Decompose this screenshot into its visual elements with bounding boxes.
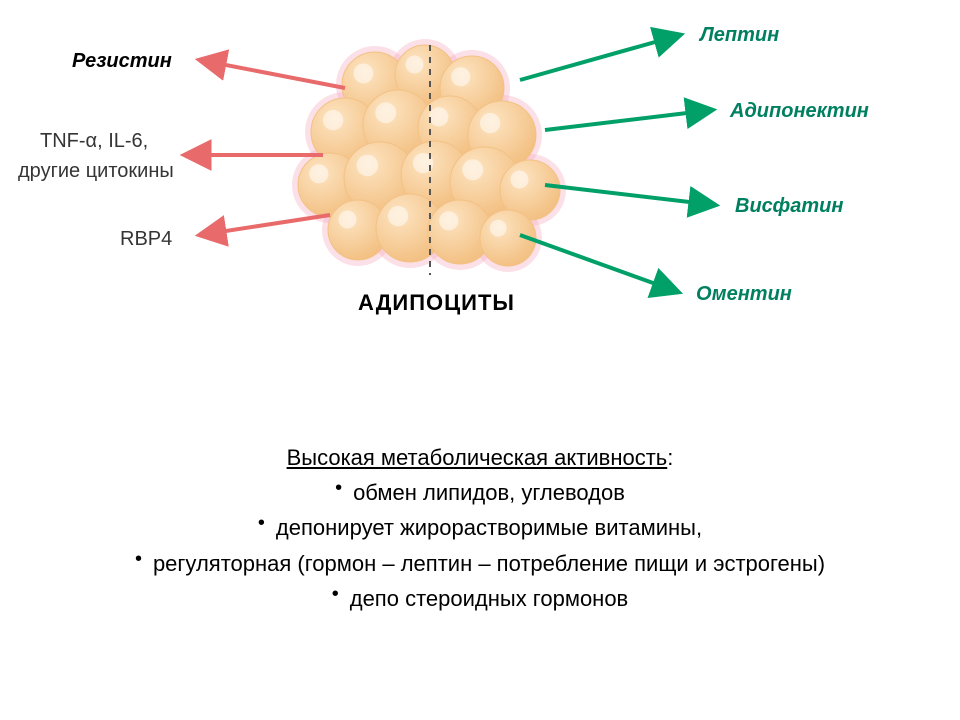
bullet-2: депонирует жирорастворимые витамины, [258,510,702,545]
green-label-0: Лептин [700,24,779,47]
text-area: Высокая метаболическая активность: обмен… [0,380,960,616]
red-label-0: Резистин [72,50,172,73]
green-label-3: Оментин [696,283,792,306]
bullet-4: депо стероидных гормонов [332,581,629,616]
green-label-2: Висфатин [735,195,843,218]
red-label-1: TNF-α, IL-6, [40,130,148,153]
green-label-1: Адипонектин [730,100,869,123]
red-label-2: другие цитокины [18,160,174,183]
adipocyte-diagram: Лептин Адипонектин Висфатин Оментин Резистин… [0,0,960,380]
bullet-1: обмен липидов, углеводов [335,475,625,510]
bullet-3: регуляторная (гормон – лептин – потребле… [135,546,825,581]
adipocyte-center-label: АДИПОЦИТЫ [358,290,515,316]
red-label-3: RBP4 [120,228,172,251]
heading-text: Высокая метаболическая активность [287,445,668,470]
heading-line: Высокая метаболическая активность: [287,440,674,475]
heading-suffix: : [667,445,673,470]
